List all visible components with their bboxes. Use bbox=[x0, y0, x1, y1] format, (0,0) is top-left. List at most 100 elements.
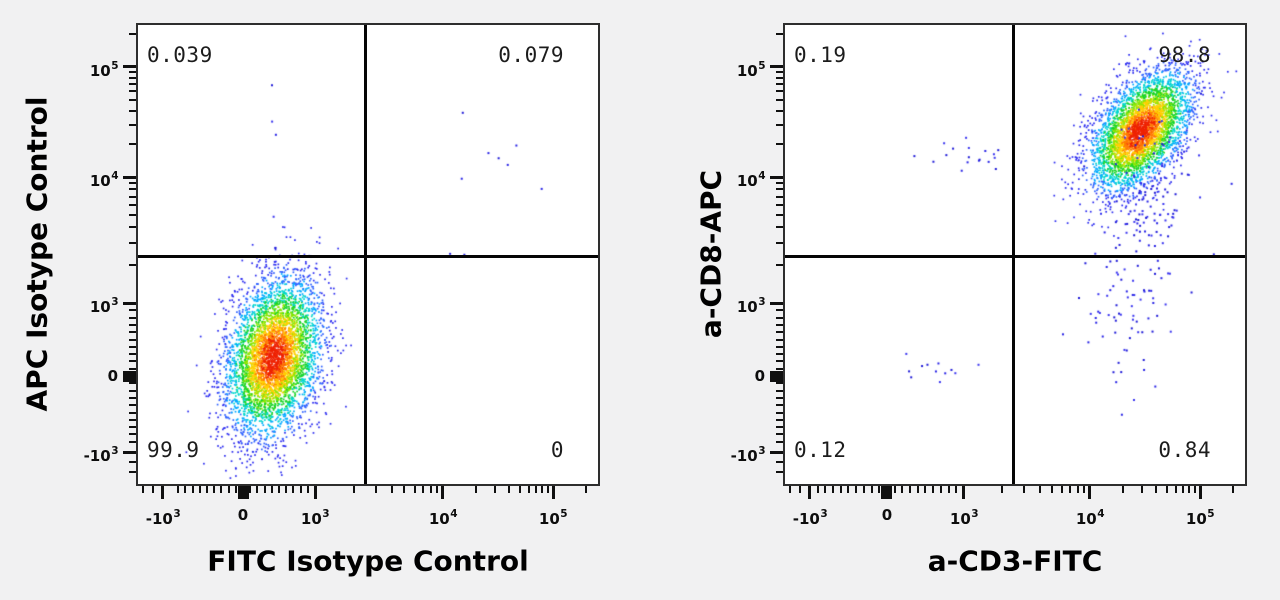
x-axis-minor-tick bbox=[1038, 486, 1041, 493]
x-axis-minor-tick bbox=[534, 486, 537, 493]
x-axis-tick-label: -103 bbox=[145, 508, 181, 528]
y-axis-minor-tick bbox=[129, 418, 136, 421]
x-axis-tick-label: 103 bbox=[949, 508, 979, 528]
x-axis-title: a-CD3-FITC bbox=[927, 544, 1103, 578]
y-axis-tick-label: 0 bbox=[754, 367, 765, 386]
x-axis-minor-tick bbox=[1069, 486, 1072, 493]
x-axis-tick-label: 103 bbox=[300, 508, 330, 528]
scatter-canvas[interactable] bbox=[138, 25, 598, 484]
y-axis-minor-tick bbox=[129, 241, 136, 244]
x-axis-minor-tick bbox=[508, 486, 511, 493]
x-axis-minor-tick bbox=[518, 486, 521, 493]
x-axis-major-tick bbox=[441, 486, 445, 499]
y-axis-tick-label: 103 bbox=[89, 296, 119, 317]
y-axis-minor-tick bbox=[129, 226, 136, 229]
x-axis-minor-tick bbox=[285, 486, 288, 493]
x-axis-major-tick bbox=[551, 486, 555, 499]
y-axis-minor-tick bbox=[776, 90, 783, 93]
quadrant-gate-vertical-line[interactable] bbox=[1011, 25, 1015, 484]
y-axis-minor-tick bbox=[129, 338, 136, 341]
y-axis-tick-label: 0 bbox=[107, 367, 118, 386]
x-axis-minor-tick bbox=[494, 486, 497, 493]
x-axis-major-tick bbox=[237, 486, 249, 499]
x-axis-minor-tick bbox=[352, 486, 355, 493]
x-axis-minor-tick bbox=[1232, 486, 1235, 493]
y-axis-major-tick bbox=[123, 370, 136, 382]
x-axis-minor-tick bbox=[413, 486, 416, 493]
x-axis-minor-tick bbox=[184, 486, 187, 493]
y-axis-minor-tick bbox=[129, 433, 136, 436]
y-axis-tick-label: -103 bbox=[730, 445, 766, 465]
x-axis-minor-tick bbox=[1122, 486, 1125, 493]
x-axis-minor-tick bbox=[932, 486, 935, 493]
y-axis-minor-tick bbox=[129, 316, 136, 319]
x-axis-minor-tick bbox=[546, 486, 549, 493]
y-axis-minor-tick bbox=[776, 32, 783, 35]
x-axis-minor-tick bbox=[299, 486, 302, 493]
y-axis-minor-tick bbox=[129, 426, 136, 429]
y-axis-minor-tick bbox=[129, 367, 136, 370]
x-axis-minor-tick bbox=[475, 486, 478, 493]
y-axis-minor-tick bbox=[129, 389, 136, 392]
y-axis-minor-tick bbox=[129, 331, 136, 334]
y-axis-minor-tick bbox=[129, 71, 136, 74]
x-axis-minor-tick bbox=[1181, 486, 1184, 493]
x-axis-minor-tick bbox=[1083, 486, 1086, 493]
x-axis-minor-tick bbox=[292, 486, 295, 493]
x-axis-tick-label: 0 bbox=[881, 506, 893, 524]
y-axis-title: APC Isotype Control bbox=[20, 96, 54, 412]
x-axis-minor-tick bbox=[1188, 486, 1191, 493]
x-axis-minor-tick bbox=[227, 486, 230, 493]
x-axis-tick-label: 104 bbox=[428, 508, 458, 528]
y-axis-minor-tick bbox=[776, 461, 783, 464]
y-axis-minor-tick bbox=[776, 123, 783, 126]
y-axis-minor-tick bbox=[776, 426, 783, 429]
x-axis-minor-tick bbox=[878, 486, 881, 493]
y-axis-minor-tick bbox=[776, 83, 783, 86]
x-axis-minor-tick bbox=[870, 486, 873, 493]
x-axis-major-tick bbox=[962, 486, 966, 499]
y-axis-minor-tick bbox=[776, 345, 783, 348]
y-axis-minor-tick bbox=[129, 470, 136, 473]
y-axis-minor-tick bbox=[129, 404, 136, 407]
x-axis-minor-tick bbox=[234, 486, 237, 493]
quadrant-percent-lower-left: 0.12 bbox=[794, 438, 847, 462]
y-axis-major-tick bbox=[770, 450, 783, 454]
x-axis-minor-tick bbox=[847, 486, 850, 493]
quadrant-gate-horizontal-line[interactable] bbox=[785, 255, 1245, 259]
x-axis-major-tick bbox=[313, 486, 317, 499]
y-axis-major-tick bbox=[123, 301, 136, 305]
y-axis-minor-tick bbox=[129, 195, 136, 198]
y-axis-minor-tick bbox=[776, 382, 783, 385]
quadrant-percent-upper-left: 0.19 bbox=[794, 43, 847, 67]
x-axis-major-tick bbox=[161, 486, 165, 499]
quadrant-gate-vertical-line[interactable] bbox=[363, 25, 367, 484]
x-axis-minor-tick bbox=[541, 486, 544, 493]
y-axis-minor-tick bbox=[776, 195, 783, 198]
y-axis-tick-label: 105 bbox=[89, 59, 119, 80]
x-axis-minor-tick bbox=[422, 486, 425, 493]
y-axis-tick-label: 104 bbox=[736, 170, 766, 191]
y-axis-minor-tick bbox=[129, 461, 136, 464]
y-axis-tick-label: 104 bbox=[89, 170, 119, 191]
y-axis-major-tick bbox=[123, 65, 136, 69]
quadrant-percent-upper-right: 0.079 bbox=[498, 43, 564, 67]
x-axis-minor-tick bbox=[256, 486, 259, 493]
y-axis-minor-tick bbox=[776, 440, 783, 443]
x-axis-minor-tick bbox=[909, 486, 912, 493]
y-axis-minor-tick bbox=[776, 389, 783, 392]
x-axis-minor-tick bbox=[142, 486, 145, 493]
y-axis-minor-tick bbox=[129, 396, 136, 399]
x-axis-minor-tick bbox=[403, 486, 406, 493]
y-axis-tick-label: -103 bbox=[83, 445, 119, 465]
x-axis-minor-tick bbox=[220, 486, 223, 493]
quadrant-gate-horizontal-line[interactable] bbox=[138, 255, 598, 259]
x-axis-minor-tick bbox=[839, 486, 842, 493]
x-axis-minor-tick bbox=[862, 486, 865, 493]
y-axis-minor-tick bbox=[776, 99, 783, 102]
y-axis-minor-tick bbox=[776, 109, 783, 112]
scatter-canvas[interactable] bbox=[785, 25, 1245, 484]
y-axis-minor-tick bbox=[776, 331, 783, 334]
x-axis-tick-label: -103 bbox=[792, 508, 828, 528]
